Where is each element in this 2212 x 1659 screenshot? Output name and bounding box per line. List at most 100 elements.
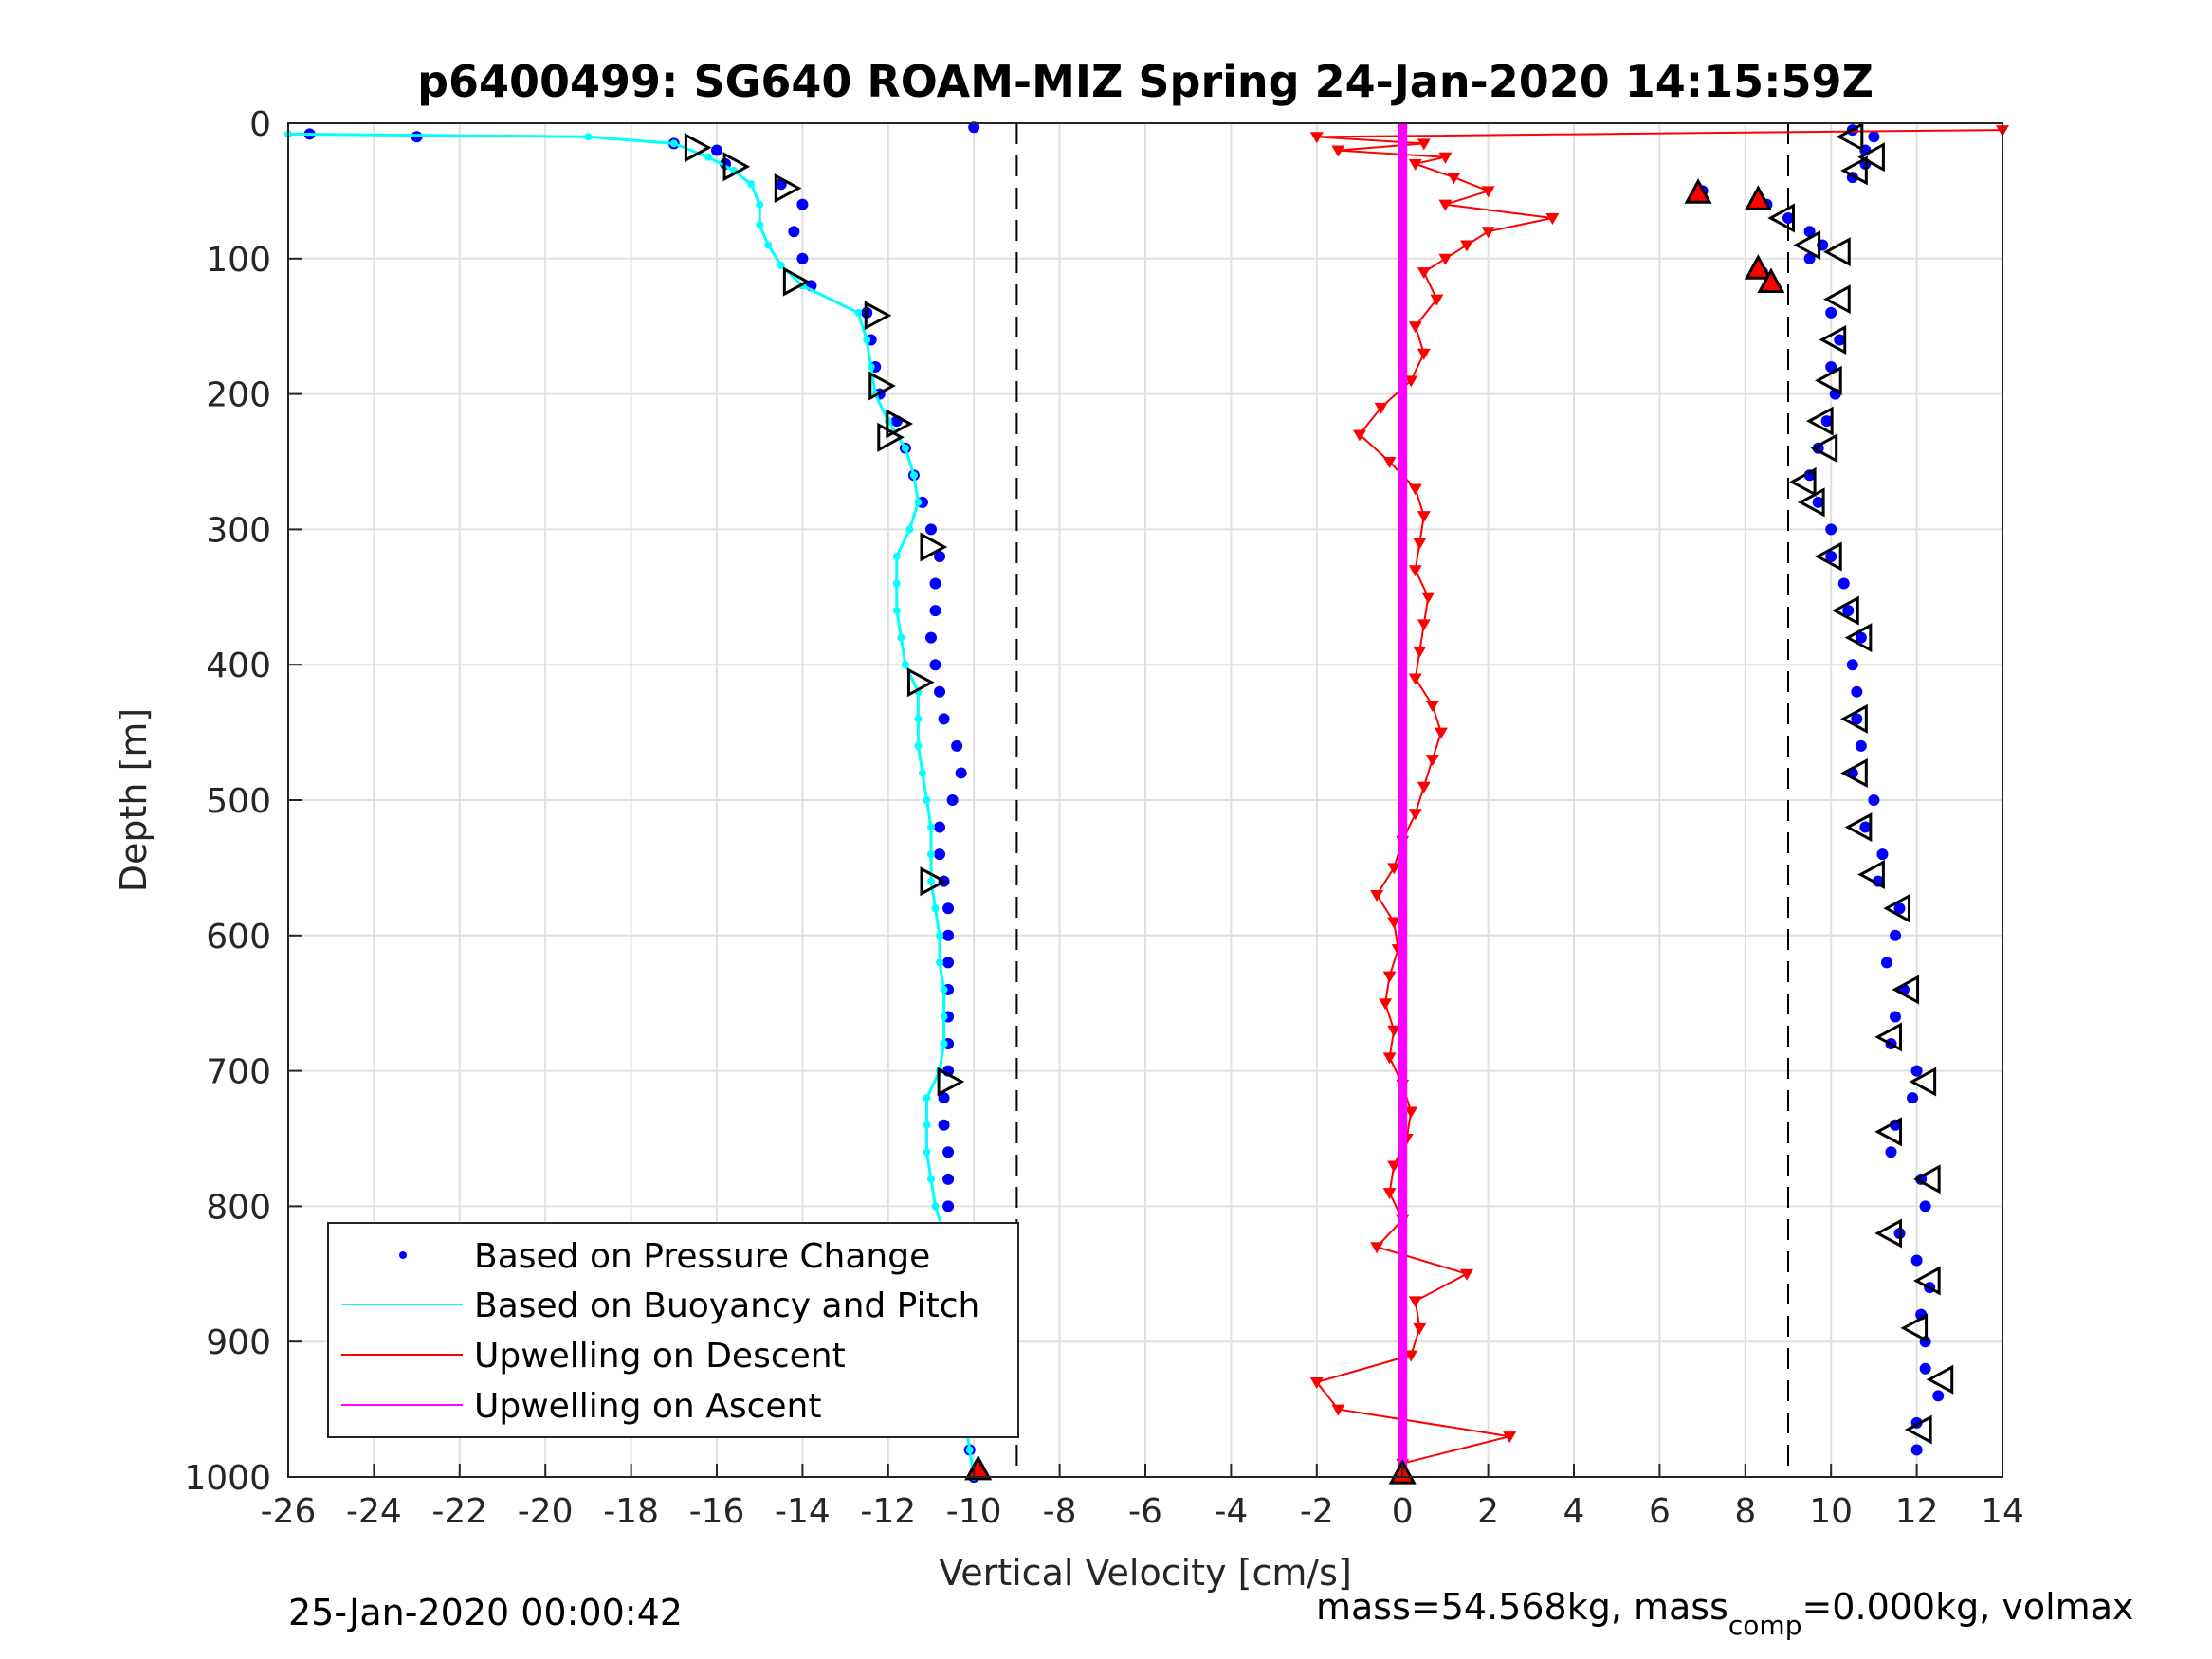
upwelling-descent-point (1408, 1296, 1422, 1308)
upwelling-descent-point (1387, 1025, 1401, 1037)
x-tick-label: 4 (1563, 1492, 1585, 1531)
buoyancy-pitch-point (927, 877, 935, 885)
y-tick-label: 0 (249, 105, 271, 144)
x-tick-label: -12 (860, 1492, 916, 1531)
pressure-change-point-descent (955, 767, 967, 779)
buoyancy-pitch-point (777, 261, 785, 269)
pressure-change-point-ascent (1910, 1254, 1923, 1267)
upwelling-descent-point (1387, 917, 1401, 929)
upwelling-descent-point (1481, 227, 1495, 239)
upwelling-descent-point (1413, 538, 1427, 550)
pressure-change-point-ascent (1851, 713, 1863, 725)
pressure-change-point-ascent (1868, 131, 1880, 143)
legend-label-ascent: Upwelling on Ascent (474, 1387, 821, 1426)
pressure-change-point-ascent (1890, 1011, 1901, 1023)
buoyancy-pitch-point (936, 931, 944, 939)
x-tick-label: -4 (1214, 1492, 1248, 1531)
pressure-change-point-ascent (1825, 550, 1837, 562)
buoyancy-pitch-point (940, 985, 948, 994)
buoyancy-pitch-point (704, 153, 712, 161)
y-tick-label: 300 (206, 511, 271, 550)
buoyancy-pitch-point (854, 308, 863, 317)
descent-triangle-marker (782, 266, 811, 297)
ascent-triangle-marker (1844, 623, 1873, 653)
ascent-triangle-marker (1840, 155, 1868, 186)
pressure-change-point-descent (929, 605, 941, 617)
buoyancy-pitch-point (927, 850, 935, 859)
x-tick-label: 12 (1895, 1492, 1939, 1531)
upwelling-descent-point (1408, 158, 1422, 171)
buoyancy-pitch-point (927, 823, 935, 831)
ascent-triangle-marker (1815, 541, 1842, 572)
ascent-triangle-marker (1810, 433, 1838, 464)
ascent-triangle-marker (1857, 142, 1885, 173)
pressure-change-point-descent (942, 1173, 955, 1185)
upwelling-descent-point (1417, 267, 1431, 280)
buoyancy-pitch-point (931, 1202, 940, 1211)
upwelling-descent-point (1353, 429, 1366, 442)
buoyancy-pitch-point (923, 1094, 931, 1103)
ascent-triangle-marker (1840, 757, 1868, 788)
upwelling-descent-point (1370, 1242, 1384, 1254)
pressure-change-point-ascent (1859, 821, 1872, 833)
x-tick-label: 8 (1734, 1492, 1756, 1531)
upwelling-descent-point (1421, 592, 1435, 604)
pressure-change-point-descent (942, 1146, 955, 1158)
upwelling-descent-point (1438, 199, 1453, 211)
descent-triangle-marker (920, 866, 948, 897)
y-tick-label: 200 (206, 376, 271, 415)
ascent-triangle-marker (1806, 406, 1834, 436)
pressure-change-point-descent (934, 848, 946, 861)
upwelling-descent-point (1331, 1404, 1345, 1416)
ascent-triangle-marker (1892, 975, 1920, 1005)
pressure-change-point-descent (925, 523, 937, 536)
pressure-change-point-ascent (1907, 1092, 1919, 1104)
upwelling-descent-point (1417, 781, 1431, 793)
pressure-change-point-ascent (1825, 361, 1837, 374)
x-tick-label: 2 (1477, 1492, 1499, 1531)
upwelling-descent-point (1425, 701, 1439, 713)
upwelling-descent-point (1374, 402, 1388, 414)
upwelling-descent-point (1417, 348, 1431, 360)
x-tick-label: -14 (775, 1492, 831, 1531)
footer-mass-info: mass=54.568kg, masscomp=0.000kg, volmax (1316, 1586, 2133, 1641)
y-tick-label: 1000 (184, 1459, 271, 1498)
buoyancy-pitch-point (914, 498, 923, 506)
pressure-change-point-ascent (1782, 211, 1794, 224)
pressure-change-point-descent (942, 957, 955, 969)
upwelling-descent-point (1408, 321, 1422, 334)
x-tick-label: -8 (1043, 1492, 1077, 1531)
ascent-triangle-marker (1823, 237, 1851, 267)
pressure-change-point-descent (942, 1200, 955, 1212)
buoyancy-pitch-point (892, 607, 901, 615)
upwelling-descent-point (1417, 619, 1431, 631)
pressure-change-point-ascent (1890, 929, 1901, 941)
descent-triangle-marker (906, 667, 935, 698)
buoyancy-pitch-point (965, 1446, 974, 1454)
upwelling-descent-point (1370, 889, 1384, 902)
upwelling-descent-point (1417, 138, 1431, 151)
upwelling-descent-point (1408, 673, 1422, 685)
buoyancy-pitch-point (747, 180, 756, 189)
buoyancy-pitch-point (905, 525, 914, 534)
ascent-triangle-marker (1767, 203, 1795, 233)
x-tick-label: 14 (1981, 1492, 2024, 1531)
buoyancy-pitch-point (923, 1121, 931, 1129)
buoyancy-pitch-point (923, 796, 931, 804)
upwelling-descent-point (1309, 132, 1324, 144)
pressure-change-point-ascent (1876, 848, 1889, 861)
x-tick-label: -6 (1128, 1492, 1162, 1531)
footer-mass-main: mass=54.568kg, mass (1316, 1586, 1728, 1628)
buoyancy-pitch-point (892, 552, 901, 560)
upwelling-descent-point (1408, 809, 1422, 821)
ascent-triangle-marker (1844, 812, 1873, 843)
footer-mass-rest: =0.000kg, volmax (1801, 1586, 2133, 1628)
y-tick-label: 100 (206, 241, 271, 280)
pressure-change-point-ascent (1919, 1362, 1931, 1375)
ascent-triangle-marker (1904, 1414, 1932, 1445)
pressure-change-point-ascent (1812, 496, 1824, 508)
y-axis-label: Depth [m] (113, 708, 155, 893)
buoyancy-pitch-point (940, 1012, 948, 1021)
upwelling-descent-point (1430, 294, 1444, 306)
upwelling-descent-point (1460, 1268, 1473, 1281)
